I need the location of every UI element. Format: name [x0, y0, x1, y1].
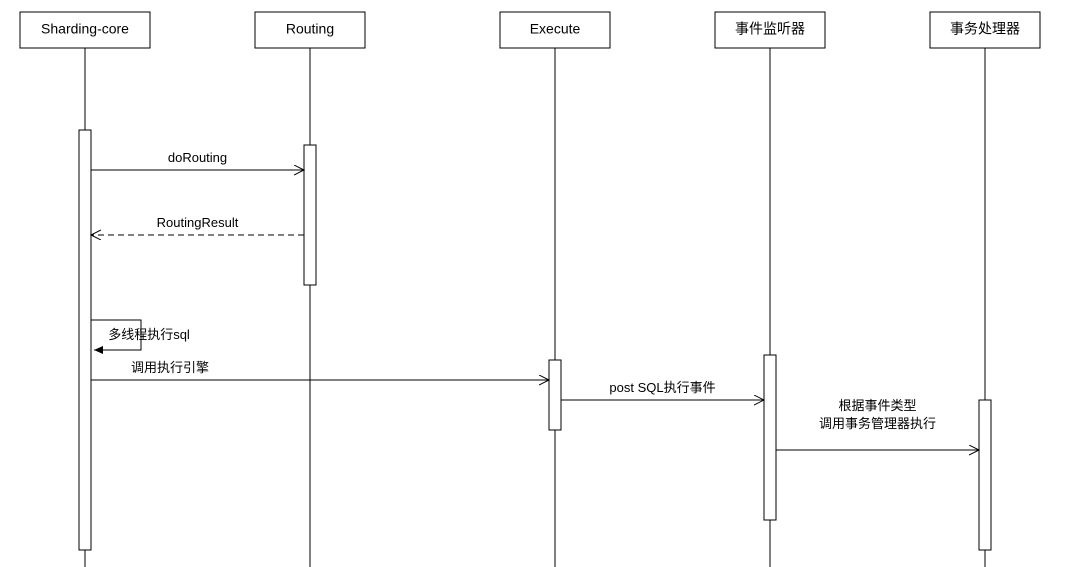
message-label-dispatch-1: 根据事件类型	[838, 398, 916, 413]
activation-execute-2	[549, 360, 561, 430]
sequence-diagram: Sharding-core Routing Execute 事件监听器 事务处理器 do…	[0, 0, 1080, 567]
message-label-do-routing: doRouting	[168, 150, 227, 165]
activation-routing-1	[304, 145, 316, 285]
activation-sharding-core-0	[79, 130, 91, 550]
message-label-self-sql: 多线程执行sql	[108, 327, 190, 342]
lifeline-label-listener: 事件监听器	[735, 21, 805, 37]
lifeline-label-routing: Routing	[286, 21, 334, 37]
lifeline-label-execute: Execute	[530, 21, 581, 37]
message-label-dispatch-2: 调用事务管理器执行	[819, 416, 936, 431]
message-label-call-exec: 调用执行引擎	[131, 360, 209, 375]
activation-listener-3	[764, 355, 776, 520]
lifeline-label-sharding-core: Sharding-core	[41, 21, 129, 37]
lifeline-label-handler: 事务处理器	[950, 21, 1020, 37]
message-label-post-event: post SQL执行事件	[609, 380, 715, 395]
activation-handler-4	[979, 400, 991, 550]
message-label-routing-result: RoutingResult	[157, 215, 239, 230]
